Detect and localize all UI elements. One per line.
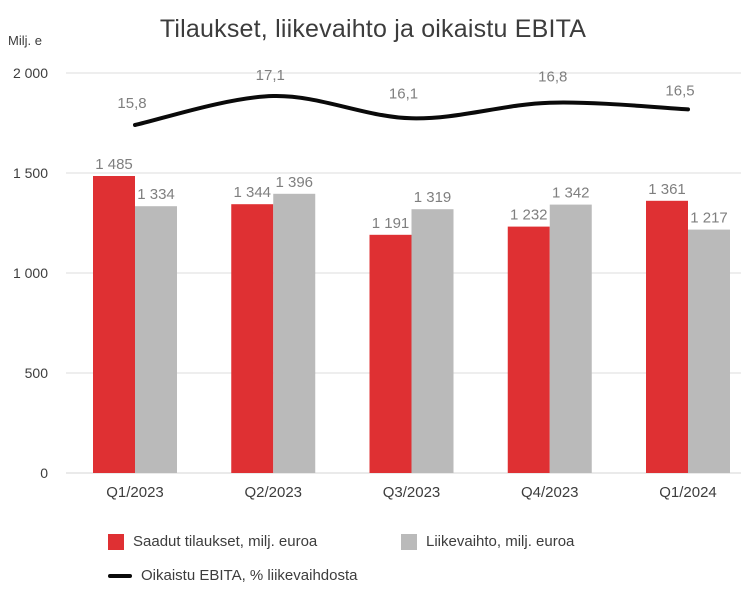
bar-saadut-tilaukset-q1-2024 bbox=[646, 200, 688, 474]
x-axis-label-q3-2023: Q3/2023 bbox=[383, 484, 441, 501]
bar-value-label-liikevaihto-q1-2023: 1 334 bbox=[137, 186, 175, 203]
x-axis-label-q4-2023: Q4/2023 bbox=[521, 484, 579, 501]
bar-liikevaihto-q4-2023 bbox=[549, 204, 592, 473]
y-tick-label-500: 500 bbox=[25, 365, 49, 381]
bar-value-label-saadut-tilaukset-q1-2023: 1 485 bbox=[95, 156, 133, 173]
bar-saadut-tilaukset-q3-2023 bbox=[369, 234, 412, 473]
bar-value-label-liikevaihto-q3-2023: 1 319 bbox=[414, 189, 452, 206]
bar-value-label-liikevaihto-q1-2024: 1 217 bbox=[690, 210, 728, 227]
y-tick-label-0: 0 bbox=[40, 465, 48, 481]
bar-value-label-saadut-tilaukset-q3-2023: 1 191 bbox=[372, 215, 410, 232]
x-axis-label-q1-2024: Q1/2024 bbox=[659, 484, 717, 501]
ebita-line bbox=[133, 94, 690, 127]
bar-saadut-tilaukset-q2-2023 bbox=[231, 204, 274, 473]
bar-liikevaihto-q3-2023 bbox=[411, 209, 454, 473]
x-axis-label-q2-2023: Q2/2023 bbox=[244, 484, 302, 501]
line-value-label-q3-2023: 16,1 bbox=[389, 85, 418, 102]
line-value-label-q1-2024: 16,5 bbox=[665, 82, 694, 99]
y-tick-label-1500: 1 500 bbox=[13, 165, 48, 181]
bar-value-label-saadut-tilaukset-q4-2023: 1 232 bbox=[510, 207, 548, 224]
bar-saadut-tilaukset-q1-2023 bbox=[93, 176, 135, 473]
line-value-label-q4-2023: 16,8 bbox=[538, 69, 567, 86]
x-axis-label-q1-2023: Q1/2023 bbox=[106, 484, 164, 501]
y-axis-unit-label: Milj. e bbox=[8, 33, 42, 48]
bar-value-label-liikevaihto-q4-2023: 1 342 bbox=[552, 185, 590, 202]
bar-value-label-saadut-tilaukset-q2-2023: 1 344 bbox=[233, 184, 271, 201]
bar-saadut-tilaukset-q4-2023 bbox=[507, 226, 550, 473]
chart-title: Tilaukset, liikevaihto ja oikaistu EBITA bbox=[159, 15, 587, 43]
bar-liikevaihto-q2-2023 bbox=[273, 193, 316, 474]
bar-liikevaihto-q1-2023 bbox=[135, 206, 177, 473]
bar-value-label-liikevaihto-q2-2023: 1 396 bbox=[275, 174, 313, 191]
line-value-label-q2-2023: 17,1 bbox=[256, 67, 285, 84]
bar-value-label-saadut-tilaukset-q1-2024: 1 361 bbox=[648, 181, 686, 198]
y-tick-label-1000: 1 000 bbox=[13, 265, 48, 281]
bar-liikevaihto-q1-2024 bbox=[688, 229, 730, 473]
line-value-label-q1-2023: 15,8 bbox=[117, 95, 146, 112]
y-tick-label-2000: 2 000 bbox=[13, 65, 48, 81]
